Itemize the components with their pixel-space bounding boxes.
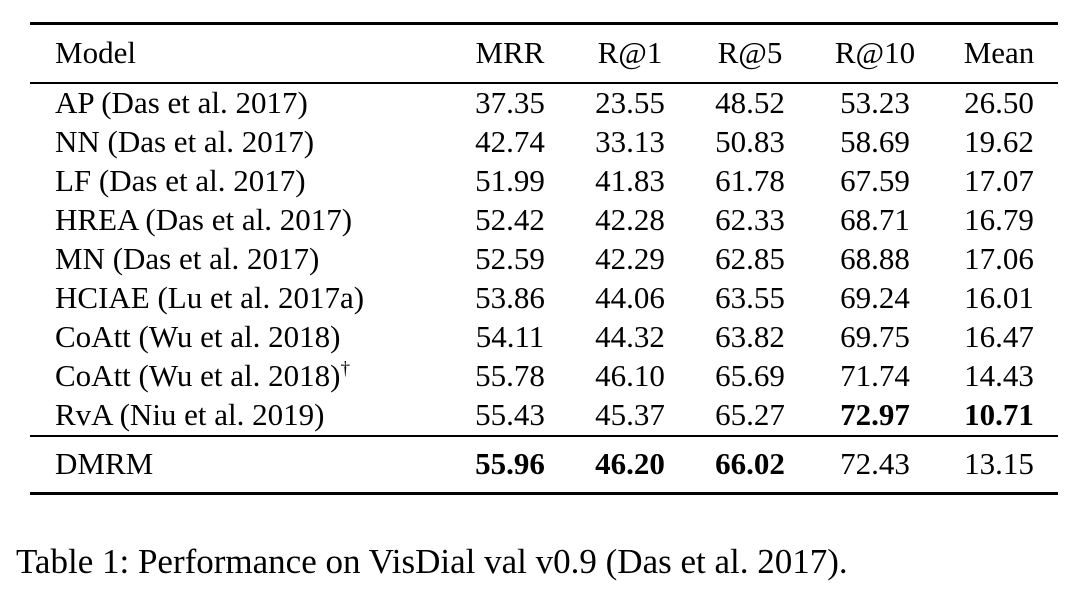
metric-value-cell: 17.07 bbox=[964, 163, 1034, 198]
metric-value-cell: 42.28 bbox=[595, 202, 665, 237]
metric-value-cell: 16.79 bbox=[964, 202, 1034, 237]
table-row: RvA (Niu et al. 2019) 55.43 45.37 65.27 72.9… bbox=[30, 396, 1058, 436]
table-body-baselines: AP (Das et al. 2017) 37.35 23.55 48.52 53.23… bbox=[30, 83, 1058, 436]
table-body-proposed-model: DMRM 55.96 46.20 66.02 72.43 13.15 bbox=[30, 435, 1058, 494]
metric-value-cell: 63.55 bbox=[715, 280, 785, 315]
table-row: HREA (Das et al. 2017) 52.42 42.28 62.33 68.… bbox=[30, 201, 1058, 240]
model-name-cell: HCIAE (Lu et al. 2017a) bbox=[55, 280, 365, 315]
metric-value-cell: 55.43 bbox=[475, 397, 545, 432]
metric-value-cell: 10.71 bbox=[964, 397, 1034, 432]
dagger-superscript: † bbox=[340, 358, 351, 380]
metric-value-cell: 17.06 bbox=[964, 241, 1034, 276]
table-row: HCIAE (Lu et al. 2017a) 53.86 44.06 63.55 69… bbox=[30, 279, 1058, 318]
metric-value-cell: 69.75 bbox=[840, 319, 910, 354]
model-name-cell: MN (Das et al. 2017) bbox=[55, 241, 320, 276]
metric-value-cell: 72.97 bbox=[840, 397, 910, 432]
metric-value-cell: 46.10 bbox=[595, 358, 665, 393]
metric-value-cell: 55.78 bbox=[475, 358, 545, 393]
metric-value-cell: 23.55 bbox=[595, 85, 665, 120]
metric-value-cell: 53.86 bbox=[475, 280, 545, 315]
metric-value-cell: 14.43 bbox=[964, 358, 1034, 393]
results-table: Model MRR R@1 R@5 R@10 Mean AP (Das et a… bbox=[30, 22, 1058, 495]
metric-value-cell: 69.24 bbox=[840, 280, 910, 315]
metric-value-cell: 33.13 bbox=[595, 124, 665, 159]
table-caption: Table 1: Performance on VisDial val v0.9… bbox=[16, 542, 848, 581]
metric-value-cell: 42.29 bbox=[595, 241, 665, 276]
metric-value-cell: 54.11 bbox=[475, 319, 545, 354]
metric-value-cell: 41.83 bbox=[595, 163, 665, 198]
metric-value-cell: 62.33 bbox=[715, 202, 785, 237]
metric-value-cell: 72.43 bbox=[840, 446, 910, 481]
metric-value-cell: 16.01 bbox=[964, 280, 1034, 315]
model-name-cell: RvA (Niu et al. 2019) bbox=[55, 397, 325, 432]
model-name-cell: AP (Das et al. 2017) bbox=[55, 85, 308, 120]
col-header-r5: R@5 bbox=[717, 35, 783, 71]
metric-value-cell: 55.96 bbox=[475, 446, 545, 481]
metric-value-cell: 66.02 bbox=[715, 446, 785, 481]
table-row: AP (Das et al. 2017) 37.35 23.55 48.52 53.23… bbox=[30, 83, 1058, 123]
model-name-cell: DMRM bbox=[55, 446, 154, 481]
metric-value-cell: 48.52 bbox=[715, 85, 785, 120]
table-row: NN (Das et al. 2017) 42.74 33.13 50.83 58.69… bbox=[30, 123, 1058, 162]
metric-value-cell: 67.59 bbox=[840, 163, 910, 198]
metric-value-cell: 16.47 bbox=[964, 319, 1034, 354]
col-header-r10: R@10 bbox=[834, 35, 916, 71]
metric-value-cell: 71.74 bbox=[840, 358, 910, 393]
metric-value-cell: 68.71 bbox=[840, 202, 910, 237]
metric-value-cell: 52.42 bbox=[475, 202, 545, 237]
model-name-cell: CoAtt (Wu et al. 2018) bbox=[55, 319, 341, 354]
metric-value-cell: 58.69 bbox=[840, 124, 910, 159]
metric-value-cell: 68.88 bbox=[840, 241, 910, 276]
table-row: CoAtt (Wu et al. 2018)† 55.78 46.10 65.69 71… bbox=[30, 357, 1058, 396]
metric-value-cell: 42.74 bbox=[475, 124, 545, 159]
table-header: Model MRR R@1 R@5 R@10 Mean bbox=[30, 24, 1058, 83]
col-header-model: Model bbox=[55, 35, 136, 71]
table-row-dmrm: DMRM 55.96 46.20 66.02 72.43 13.15 bbox=[30, 436, 1058, 494]
col-header-mean: Mean bbox=[963, 35, 1035, 71]
metric-value-cell: 44.32 bbox=[595, 319, 665, 354]
metric-value-cell: 53.23 bbox=[840, 85, 910, 120]
metric-value-cell: 37.35 bbox=[475, 85, 545, 120]
table-row: CoAtt (Wu et al. 2018) 54.11 44.32 63.82 69.… bbox=[30, 318, 1058, 357]
metric-value-cell: 61.78 bbox=[715, 163, 785, 198]
metric-value-cell: 45.37 bbox=[595, 397, 665, 432]
metric-value-cell: 46.20 bbox=[595, 446, 665, 481]
metric-value-cell: 13.15 bbox=[964, 446, 1034, 481]
metric-value-cell: 63.82 bbox=[715, 319, 785, 354]
table-row: LF (Das et al. 2017) 51.99 41.83 61.78 67.59… bbox=[30, 162, 1058, 201]
metric-value-cell: 65.27 bbox=[715, 397, 785, 432]
metric-value-cell: 52.59 bbox=[475, 241, 545, 276]
metric-value-cell: 62.85 bbox=[715, 241, 785, 276]
metric-value-cell: 65.69 bbox=[715, 358, 785, 393]
metric-value-cell: 51.99 bbox=[475, 163, 545, 198]
model-name-cell: NN (Das et al. 2017) bbox=[55, 124, 315, 159]
table-row: MN (Das et al. 2017) 52.59 42.29 62.85 68.88… bbox=[30, 240, 1058, 279]
col-header-r1: R@1 bbox=[597, 35, 663, 71]
model-name-cell: CoAtt (Wu et al. 2018)† bbox=[55, 358, 351, 393]
metric-value-cell: 26.50 bbox=[964, 85, 1034, 120]
model-name-cell: LF (Das et al. 2017) bbox=[55, 163, 306, 198]
metric-value-cell: 44.06 bbox=[595, 280, 665, 315]
col-header-mrr: MRR bbox=[475, 35, 545, 71]
metric-value-cell: 50.83 bbox=[715, 124, 785, 159]
header-row: Model MRR R@1 R@5 R@10 Mean bbox=[30, 24, 1058, 83]
model-name-cell: HREA (Das et al. 2017) bbox=[55, 202, 353, 237]
metric-value-cell: 19.62 bbox=[964, 124, 1034, 159]
